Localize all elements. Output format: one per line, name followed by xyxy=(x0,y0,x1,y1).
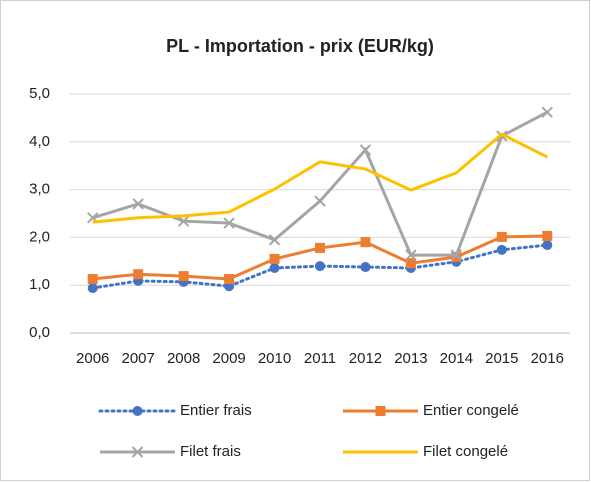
legend-label: Entier congelé xyxy=(423,402,519,419)
x-tick-label: 2009 xyxy=(212,350,245,367)
x-tick-label: 2014 xyxy=(440,350,473,367)
point xyxy=(223,217,235,229)
y-tick-label: 5,0 xyxy=(29,85,50,102)
point xyxy=(541,106,553,118)
point xyxy=(405,249,417,261)
y-tick-label: 3,0 xyxy=(29,181,50,198)
point xyxy=(315,242,325,253)
y-tick-label: 1,0 xyxy=(29,276,50,293)
point xyxy=(450,249,463,261)
point xyxy=(87,283,98,294)
point xyxy=(132,198,144,210)
y-tick-label: 4,0 xyxy=(29,133,50,150)
point xyxy=(496,231,507,242)
point xyxy=(178,271,189,282)
legend-label: Filet congelé xyxy=(423,443,508,460)
x-tick-label: 2011 xyxy=(304,350,336,367)
x-tick-label: 2015 xyxy=(485,350,518,367)
point xyxy=(451,251,462,262)
legend-label: Entier frais xyxy=(180,402,252,419)
point xyxy=(360,262,371,273)
point xyxy=(87,273,98,284)
point xyxy=(314,195,326,207)
point xyxy=(132,406,143,416)
point xyxy=(224,273,235,284)
y-tick-label: 2,0 xyxy=(29,228,50,245)
x-tick-label: 2012 xyxy=(349,350,382,367)
point xyxy=(360,237,371,248)
point xyxy=(542,230,553,241)
point xyxy=(131,446,144,458)
point xyxy=(177,215,190,227)
point xyxy=(359,144,372,156)
x-tick-label: 2013 xyxy=(394,350,427,367)
point xyxy=(405,258,416,269)
point xyxy=(375,406,386,416)
point xyxy=(268,234,281,246)
point xyxy=(315,261,325,272)
x-tick-label: 2008 xyxy=(167,350,200,367)
y-tick-label: 0,0 xyxy=(29,324,50,341)
x-tick-label: 2007 xyxy=(121,350,154,367)
legend-label: Filet frais xyxy=(180,443,241,460)
point xyxy=(496,244,507,255)
point xyxy=(133,269,144,280)
series-line xyxy=(92,132,548,224)
point xyxy=(269,262,280,273)
point xyxy=(269,253,280,264)
x-tick-label: 2010 xyxy=(258,350,291,367)
point xyxy=(542,240,553,251)
x-tick-label: 2006 xyxy=(76,350,109,367)
series-line xyxy=(91,243,549,290)
chart-title: PL - Importation - prix (EUR/kg) xyxy=(166,36,434,56)
x-tick-label: 2016 xyxy=(531,350,564,367)
